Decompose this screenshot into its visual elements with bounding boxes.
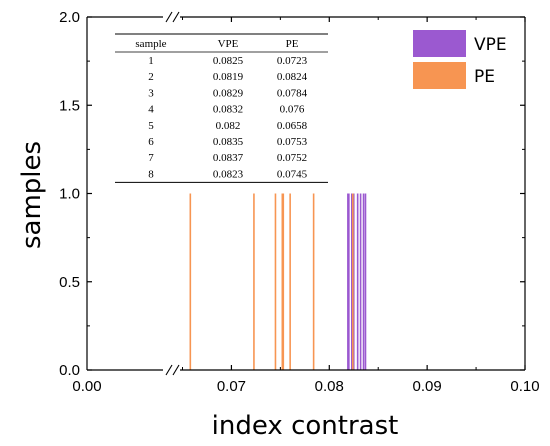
table-cell: 0.0753 [277,136,308,148]
table-header-sample: sample [135,38,166,50]
x-axis-break-mark-1 [165,364,173,376]
y-tick-label: 1.5 [59,97,80,114]
x-axis-label: index contrast [212,411,399,441]
legend: VPE PE [413,30,507,89]
table-cell: 0.0819 [213,71,244,83]
table-cell: 5 [148,120,154,132]
table-cell: 8 [148,168,154,180]
table-header-vpe: VPE [218,38,239,50]
x-tick-label: 0.08 [315,378,344,395]
axes-layer: 0.0 0.5 1.0 1.5 2.0 0.00 0.07 0.08 0.09 0.10 [59,9,539,395]
x-tick-label: 0.07 [217,378,246,395]
table-cell: 0.0832 [213,104,243,116]
y-tick-label: 0.0 [59,362,80,379]
y-axis-label: samples [17,141,47,249]
legend-swatch-pe [413,62,466,89]
table-cell: 0.0825 [213,55,244,67]
table-cell: 0.0835 [213,136,244,148]
table-cell: 0.0824 [277,71,308,83]
x-tick-label: 0.09 [413,378,442,395]
table-cell: 0.0829 [213,87,244,99]
table-cell: 3 [148,87,154,99]
table-cell: 0.0745 [277,168,308,180]
top-axis-break-mark-1 [165,11,173,23]
table-cell: 4 [148,104,154,116]
y-tick-label: 2.0 [59,9,80,26]
legend-label-pe: PE [474,67,495,87]
table-cell: 0.0823 [213,168,244,180]
bars-layer [189,193,367,370]
y-tick-label: 1.0 [59,186,80,203]
y-tick-label: 0.5 [59,274,80,291]
table-cell: 0.0752 [277,152,307,164]
table-cell: 0.0658 [277,120,308,132]
table-cell: 7 [148,152,154,164]
table-cell: 6 [148,136,154,148]
x-tick-label: 0.00 [72,378,101,395]
table-cell: 0.0837 [213,152,244,164]
table-cell: 0.0784 [277,87,308,99]
x-axis-break-mark-2 [172,364,180,376]
table-cell: 0.082 [216,120,241,132]
table-header-pe: PE [286,38,299,50]
x-tick-label: 0.10 [510,378,539,395]
table-cell: 0.076 [280,104,305,116]
top-axis-break-mark-2 [172,11,180,23]
legend-label-vpe: VPE [474,35,507,55]
table-cell: 1 [148,55,154,67]
legend-swatch-vpe [413,30,466,57]
table-cell: 0.0723 [277,55,308,67]
table-cell: 2 [148,71,154,83]
